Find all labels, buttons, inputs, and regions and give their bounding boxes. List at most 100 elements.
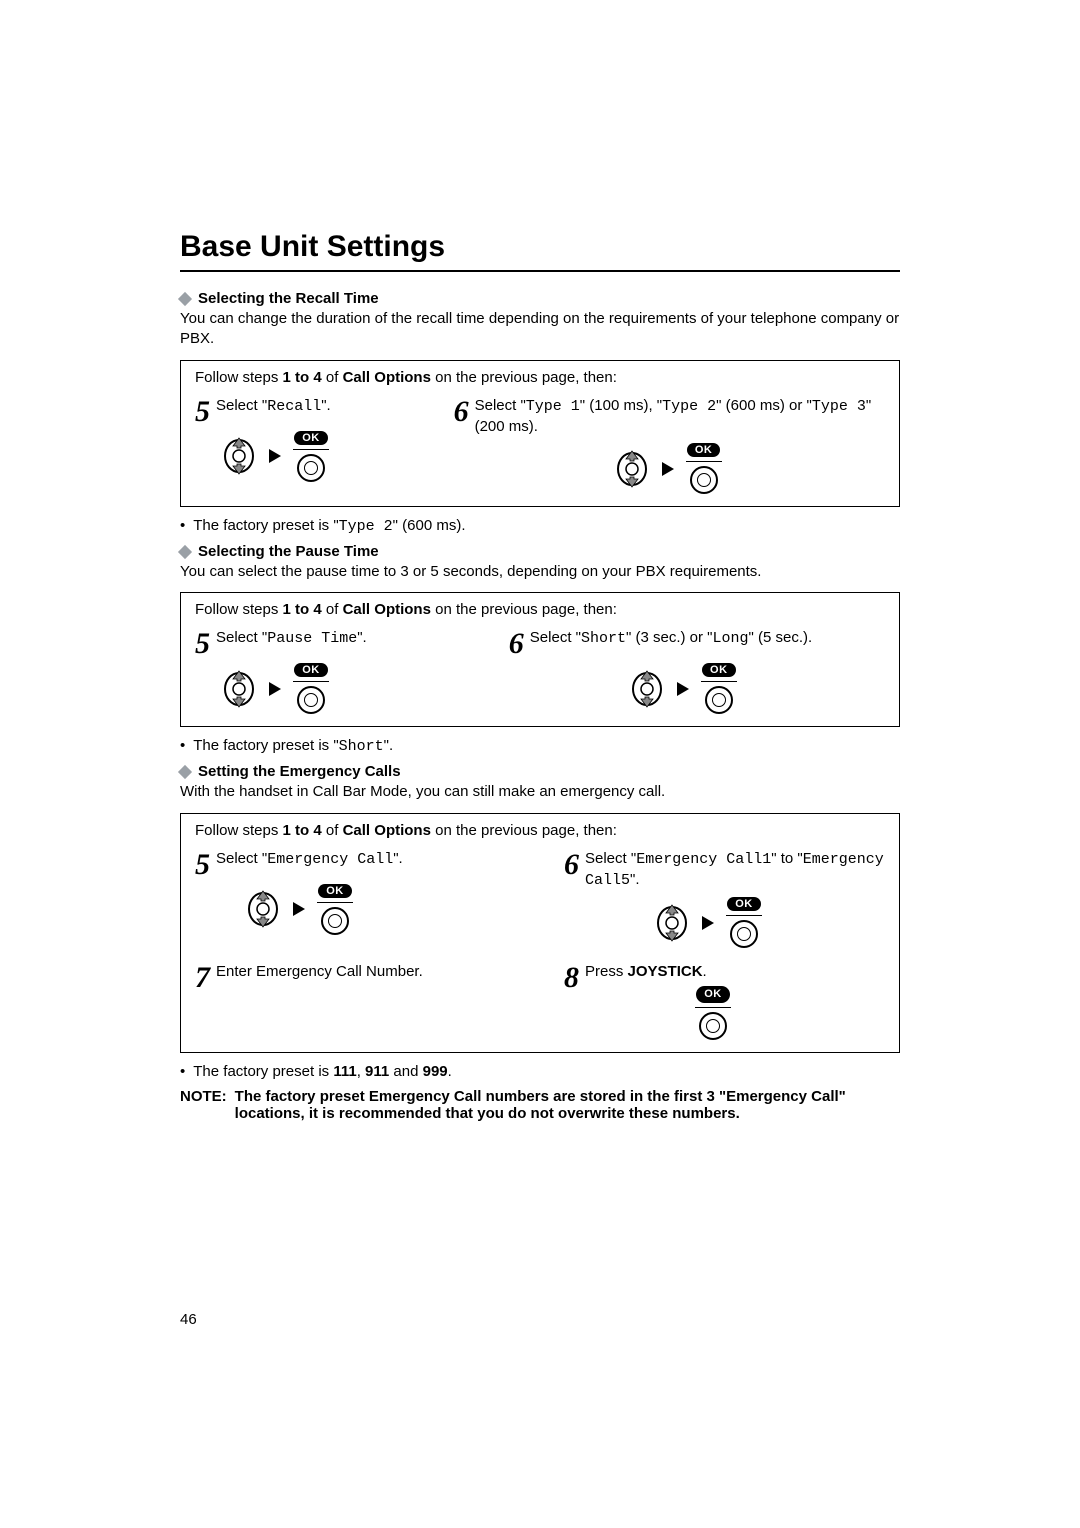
- ok-label: OK: [696, 986, 730, 1003]
- step-number: 7: [195, 964, 210, 991]
- step-number: 5: [195, 630, 210, 657]
- sec1-factory: • The factory preset is "Type 2" (600 ms…: [180, 517, 900, 535]
- ring-icon: [321, 907, 349, 935]
- t: Long: [713, 630, 749, 647]
- step-number: 5: [195, 398, 210, 425]
- t: JOYSTICK: [628, 963, 703, 980]
- t: Type 1: [526, 398, 580, 415]
- t: Type 2: [662, 398, 716, 415]
- sec2-factory: • The factory preset is "Short".: [180, 737, 900, 755]
- ok-underline: [695, 1007, 731, 1008]
- t: Short: [339, 738, 384, 755]
- t: .: [703, 963, 707, 980]
- t: ,: [357, 1063, 365, 1080]
- ok-underline: [317, 902, 353, 903]
- t: Select ": [216, 397, 267, 414]
- note-label: NOTE:: [180, 1088, 227, 1122]
- t: ".: [630, 871, 640, 888]
- sec2-step6: 6 Select "Short" (3 sec.) or "Long" (5 s…: [509, 628, 885, 657]
- note-body: The factory preset Emergency Call number…: [235, 1088, 900, 1122]
- ok-button-icon: OK: [686, 443, 722, 494]
- t: The factory preset is ": [193, 517, 338, 534]
- sec1-follow: Follow steps 1 to 4 of Call Options on t…: [195, 369, 885, 386]
- ring-icon: [690, 466, 718, 494]
- t: Type 3: [812, 398, 866, 415]
- t: 1 to 4: [283, 369, 322, 386]
- sec3-heading: Setting the Emergency Calls: [180, 763, 900, 780]
- t: Press: [585, 963, 628, 980]
- ok-button-icon: OK: [701, 663, 737, 714]
- sec3-note: NOTE: The factory preset Emergency Call …: [180, 1088, 900, 1122]
- step-text: Select "Short" (3 sec.) or "Long" (5 sec…: [530, 628, 812, 649]
- t: " (100 ms), ": [580, 397, 662, 414]
- step-number: 6: [454, 398, 469, 425]
- t: " to ": [771, 850, 803, 867]
- sec2-heading: Selecting the Pause Time: [180, 543, 900, 560]
- sec2-step5-controls: OK: [221, 663, 485, 714]
- ok-button-icon: OK: [726, 897, 762, 948]
- t: Select ": [530, 629, 581, 646]
- sec3-follow: Follow steps 1 to 4 of Call Options on t…: [195, 822, 885, 839]
- sec3-box: Follow steps 1 to 4 of Call Options on t…: [180, 813, 900, 1054]
- joystick-updown-icon: [654, 902, 690, 944]
- arrow-right-icon: [269, 449, 281, 463]
- t: Follow steps: [195, 369, 283, 386]
- sec2-step5: 5 Select "Pause Time".: [195, 628, 485, 657]
- t: on the previous page, then:: [431, 601, 617, 618]
- ok-button-icon: OK: [293, 663, 329, 714]
- ok-label: OK: [294, 431, 328, 445]
- t: of: [322, 369, 343, 386]
- t: " (3 sec.) or ": [626, 629, 713, 646]
- diamond-icon: [178, 544, 192, 558]
- sec1-intro: You can change the duration of the recal…: [180, 309, 900, 350]
- joystick-updown-icon: [245, 888, 281, 930]
- ok-label: OK: [687, 443, 721, 457]
- arrow-right-icon: [702, 916, 714, 930]
- t: Select ": [216, 629, 267, 646]
- joystick-updown-icon: [629, 668, 665, 710]
- ring-icon: [699, 1012, 727, 1040]
- step-text: Press JOYSTICK. OK: [585, 962, 731, 1040]
- ok-button-icon: OK: [317, 884, 353, 935]
- t: ".: [357, 629, 367, 646]
- arrow-right-icon: [662, 462, 674, 476]
- t: Follow steps: [195, 822, 283, 839]
- sec3-intro: With the handset in Call Bar Mode, you c…: [180, 782, 900, 802]
- sec1-step5: 5 Select "Recall".: [195, 396, 430, 425]
- joystick-updown-icon: [221, 668, 257, 710]
- ok-label: OK: [318, 884, 352, 898]
- ring-icon: [297, 454, 325, 482]
- sec1-heading: Selecting the Recall Time: [180, 290, 900, 307]
- step-number: 6: [564, 851, 579, 878]
- sec3-step7: 7 Enter Emergency Call Number.: [195, 962, 540, 991]
- t: Emergency Call: [267, 851, 393, 868]
- t: The factory preset is: [193, 1063, 333, 1080]
- sec3-step6-controls: OK: [654, 897, 885, 948]
- step-number: 5: [195, 851, 210, 878]
- t: 911: [365, 1063, 389, 1080]
- ok-label: OK: [702, 663, 736, 677]
- ok-underline: [293, 681, 329, 682]
- t: of: [322, 601, 343, 618]
- arrow-right-icon: [269, 682, 281, 696]
- step-text: Enter Emergency Call Number.: [216, 962, 423, 982]
- t: and: [389, 1063, 422, 1080]
- sec3-step5: 5 Select "Emergency Call".: [195, 849, 540, 878]
- ok-underline: [293, 449, 329, 450]
- sec2-step6-controls: OK: [629, 663, 885, 714]
- sec1-step5-controls: OK: [221, 431, 430, 482]
- step-text: Select "Type 1" (100 ms), "Type 2" (600 …: [475, 396, 885, 438]
- step-number: 8: [564, 964, 579, 991]
- sec2-follow: Follow steps 1 to 4 of Call Options on t…: [195, 601, 885, 618]
- step-text: Select "Emergency Call1" to "Emergency C…: [585, 849, 885, 892]
- sec3-step6: 6 Select "Emergency Call1" to "Emergency…: [564, 849, 885, 892]
- ok-button-icon: OK: [293, 431, 329, 482]
- t: " (5 sec.).: [749, 629, 813, 646]
- page-title: Base Unit Settings: [180, 230, 900, 264]
- sec1-heading-text: Selecting the Recall Time: [198, 290, 379, 307]
- step-text: Select "Pause Time".: [216, 628, 367, 649]
- ok-label: OK: [294, 663, 328, 677]
- sec2-intro: You can select the pause time to 3 or 5 …: [180, 562, 900, 582]
- t: Select ": [475, 397, 526, 414]
- t: .: [448, 1063, 452, 1080]
